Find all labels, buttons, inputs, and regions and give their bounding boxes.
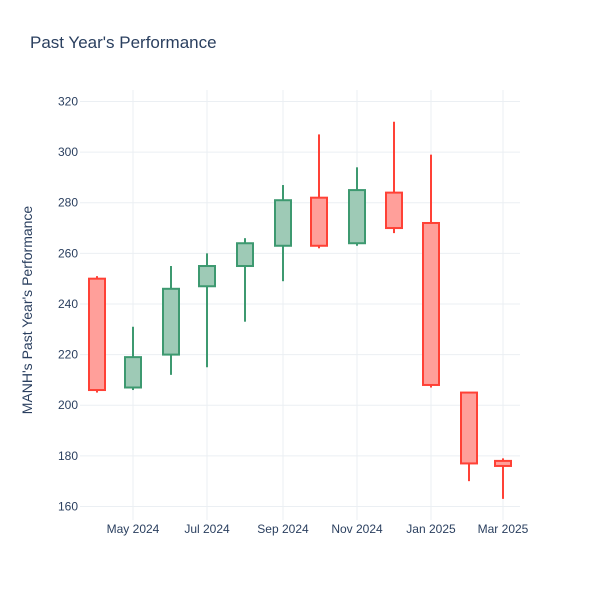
y-tick-label: 180	[58, 449, 78, 463]
y-tick-label: 160	[58, 499, 78, 513]
candle-body	[162, 287, 180, 356]
y-tick-label: 300	[58, 145, 78, 159]
x-tick-label: May 2024	[107, 522, 160, 536]
candle	[198, 253, 216, 368]
candle-body	[198, 265, 216, 288]
grid-layer	[80, 90, 520, 520]
candle	[385, 121, 403, 234]
candle	[310, 134, 328, 249]
x-tick-label: Sep 2024	[257, 522, 309, 536]
candle	[494, 458, 512, 499]
candle	[124, 326, 142, 391]
x-axis-ticks: May 2024 Jul 2024 Sep 2024 Nov 2024 Jan 2025…	[107, 522, 529, 536]
x-tick-label: Mar 2025	[478, 522, 529, 536]
x-tick-label: Nov 2024	[331, 522, 383, 536]
candle	[162, 266, 180, 375]
candle-body	[422, 221, 440, 386]
candle-body	[274, 199, 292, 247]
chart-title: Past Year's Performance	[30, 33, 217, 52]
candle	[422, 154, 440, 388]
y-tick-label: 280	[58, 196, 78, 210]
candle-body	[310, 196, 328, 247]
candle-body	[236, 242, 254, 268]
candle	[88, 276, 106, 393]
y-tick-label: 240	[58, 297, 78, 311]
candle	[348, 167, 366, 246]
candle	[236, 238, 254, 322]
candle-body	[348, 189, 366, 245]
candle-body	[88, 277, 106, 392]
y-tick-label: 220	[58, 348, 78, 362]
candle-body	[124, 356, 142, 389]
y-tick-label: 320	[58, 95, 78, 109]
candle-body	[494, 459, 512, 467]
candle-body	[460, 391, 478, 465]
y-tick-label: 260	[58, 246, 78, 260]
candles-layer	[88, 121, 512, 499]
y-axis-title: MANH's Past Year's Performance	[19, 206, 35, 415]
candle-body	[385, 191, 403, 230]
x-tick-label: Jul 2024	[184, 522, 230, 536]
candle	[274, 185, 292, 282]
x-tick-label: Jan 2025	[406, 522, 456, 536]
y-tick-label: 200	[58, 398, 78, 412]
candle	[460, 391, 478, 482]
y-axis-ticks: 160 180 200 220 240 260 280 300 320	[58, 95, 78, 514]
